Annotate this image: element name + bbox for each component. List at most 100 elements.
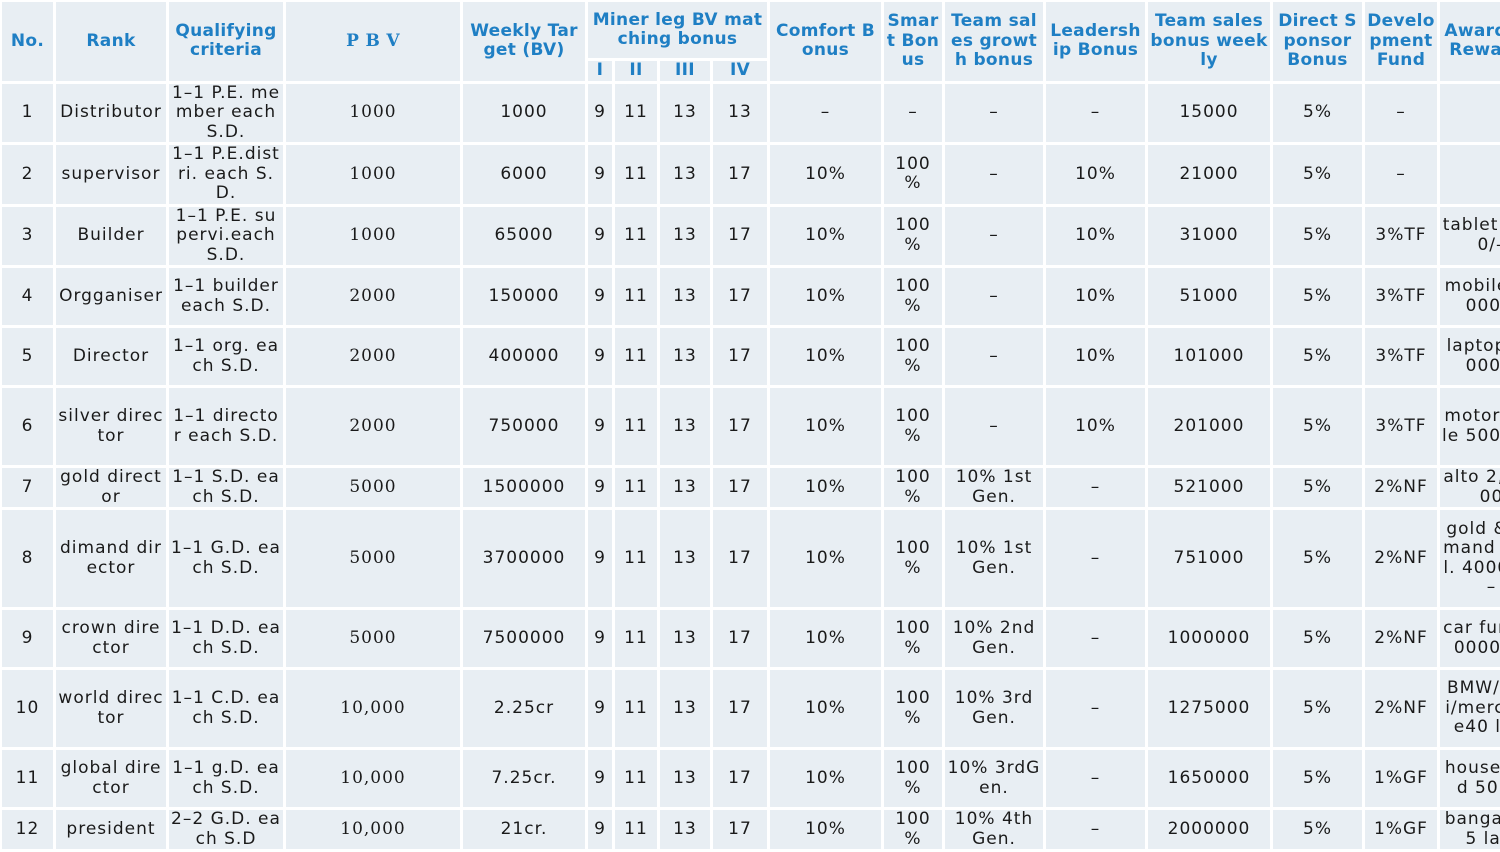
cell-no: 7 bbox=[2, 468, 53, 507]
cell-rank: Orgganiser bbox=[56, 268, 166, 325]
header-smart-bonus: Smart Bonus bbox=[884, 2, 942, 81]
cell-comfort: 10% bbox=[770, 328, 881, 385]
cell-pbv: 10,000 bbox=[286, 810, 460, 849]
header-qualifying-criteria: Qualifying criteria bbox=[169, 2, 283, 81]
cell-weekly-target: 150000 bbox=[463, 268, 585, 325]
cell-development-fund: 3%TF bbox=[1365, 206, 1437, 265]
header-comfort-bonus: Comfort Bonus bbox=[770, 2, 881, 81]
cell-weekly-target: 7500000 bbox=[463, 610, 585, 667]
table-row: 12 president 2–2 G.D. each S.D 10,000 21… bbox=[2, 810, 1500, 849]
cell-comfort: 10% bbox=[770, 388, 881, 465]
cell-leadership: – bbox=[1046, 610, 1145, 667]
cell-leg-ii: 11 bbox=[615, 510, 657, 607]
cell-leg-i: 9 bbox=[588, 145, 612, 204]
cell-weekly-target: 750000 bbox=[463, 388, 585, 465]
cell-award bbox=[1440, 83, 1500, 142]
table-row: 8 dimand director 1–1 G.D. each S.D. 500… bbox=[2, 510, 1500, 607]
cell-award: gold &diamand jwell. 400000/– bbox=[1440, 510, 1500, 607]
cell-leg-ii: 11 bbox=[615, 83, 657, 142]
cell-leg-i: 9 bbox=[588, 750, 612, 807]
cell-development-fund: 3%TF bbox=[1365, 268, 1437, 325]
cell-leg-iii: 13 bbox=[660, 810, 710, 849]
header-awards-rewards: Awards & Rewards bbox=[1440, 2, 1500, 81]
cell-leg-iv: 17 bbox=[713, 268, 767, 325]
cell-leg-iii: 13 bbox=[660, 328, 710, 385]
cell-weekly-target: 400000 bbox=[463, 328, 585, 385]
cell-development-fund: 2%NF bbox=[1365, 610, 1437, 667]
cell-leg-iii: 13 bbox=[660, 610, 710, 667]
cell-smart: 100 % bbox=[884, 510, 942, 607]
header-development-fund: Development Fund bbox=[1365, 2, 1437, 81]
cell-rank: supervisor bbox=[56, 145, 166, 204]
cell-direct-sponsor: 5% bbox=[1273, 83, 1362, 142]
cell-direct-sponsor: 5% bbox=[1273, 388, 1362, 465]
cell-comfort: – bbox=[770, 83, 881, 142]
cell-smart: 100 % bbox=[884, 610, 942, 667]
cell-rank: global director bbox=[56, 750, 166, 807]
cell-leadership: 10% bbox=[1046, 206, 1145, 265]
cell-direct-sponsor: 5% bbox=[1273, 750, 1362, 807]
cell-rank: dimand director bbox=[56, 510, 166, 607]
cell-pbv: 1000 bbox=[286, 206, 460, 265]
cell-leg-iv: 17 bbox=[713, 610, 767, 667]
cell-leg-ii: 11 bbox=[615, 610, 657, 667]
cell-leg-iii: 13 bbox=[660, 145, 710, 204]
table-row: 10 world director 1–1 C.D. each S.D. 10,… bbox=[2, 670, 1500, 747]
cell-leg-iv: 17 bbox=[713, 468, 767, 507]
header-leg-iii: III bbox=[660, 61, 710, 81]
cell-no: 11 bbox=[2, 750, 53, 807]
header-leg-i: I bbox=[588, 61, 612, 81]
cell-weekly-target: 3700000 bbox=[463, 510, 585, 607]
cell-qualifying: 1–1 director each S.D. bbox=[169, 388, 283, 465]
cell-comfort: 10% bbox=[770, 750, 881, 807]
cell-team-weekly: 1275000 bbox=[1148, 670, 1270, 747]
table-row: 6 silver director 1–1 director each S.D.… bbox=[2, 388, 1500, 465]
cell-no: 3 bbox=[2, 206, 53, 265]
cell-team-growth: 10% 2nd Gen. bbox=[945, 610, 1043, 667]
header-weekly-target: Weekly Target (BV) bbox=[463, 2, 585, 81]
cell-team-weekly: 751000 bbox=[1148, 510, 1270, 607]
cell-team-growth: 10% 3rd Gen. bbox=[945, 670, 1043, 747]
cell-development-fund: 1%GF bbox=[1365, 810, 1437, 849]
cell-pbv: 5000 bbox=[286, 510, 460, 607]
cell-pbv: 2000 bbox=[286, 388, 460, 465]
cell-rank: gold director bbox=[56, 468, 166, 507]
cell-qualifying: 1–1 org. each S.D. bbox=[169, 328, 283, 385]
header-team-sales-bonus-weekly: Team sales bonus weekly bbox=[1148, 2, 1270, 81]
cell-comfort: 10% bbox=[770, 468, 881, 507]
cell-weekly-target: 1000 bbox=[463, 83, 585, 142]
cell-direct-sponsor: 5% bbox=[1273, 206, 1362, 265]
cell-team-weekly: 51000 bbox=[1148, 268, 1270, 325]
cell-team-growth: – bbox=[945, 83, 1043, 142]
table-body: 1 Distributor 1–1 P.E. member each S.D. … bbox=[2, 83, 1500, 849]
cell-smart: – bbox=[884, 83, 942, 142]
cell-weekly-target: 65000 bbox=[463, 206, 585, 265]
cell-team-growth: 10% 3rdGen. bbox=[945, 750, 1043, 807]
table-row: 2 supervisor 1–1 P.E.distri. each S.D. 1… bbox=[2, 145, 1500, 204]
cell-team-weekly: 15000 bbox=[1148, 83, 1270, 142]
cell-pbv: 10,000 bbox=[286, 750, 460, 807]
cell-smart: 100 % bbox=[884, 206, 942, 265]
cell-leg-iv: 13 bbox=[713, 83, 767, 142]
cell-leg-i: 9 bbox=[588, 388, 612, 465]
header-rank: Rank bbox=[56, 2, 166, 81]
cell-rank: crown director bbox=[56, 610, 166, 667]
cell-qualifying: 1–1 builder each S.D. bbox=[169, 268, 283, 325]
cell-leadership: 10% bbox=[1046, 145, 1145, 204]
cell-leg-i: 9 bbox=[588, 670, 612, 747]
cell-leg-iv: 17 bbox=[713, 206, 767, 265]
header-leg-ii: II bbox=[615, 61, 657, 81]
cell-smart: 100 % bbox=[884, 268, 942, 325]
cell-leg-iii: 13 bbox=[660, 83, 710, 142]
cell-team-weekly: 201000 bbox=[1148, 388, 1270, 465]
cell-leg-i: 9 bbox=[588, 268, 612, 325]
cell-leadership: – bbox=[1046, 510, 1145, 607]
cell-leg-iv: 17 bbox=[713, 670, 767, 747]
cell-leg-iii: 13 bbox=[660, 510, 710, 607]
cell-leg-i: 9 bbox=[588, 468, 612, 507]
cell-direct-sponsor: 5% bbox=[1273, 268, 1362, 325]
cell-rank: Director bbox=[56, 328, 166, 385]
cell-team-weekly: 1650000 bbox=[1148, 750, 1270, 807]
header-team-sales-growth-bonus: Team sales growth bonus bbox=[945, 2, 1043, 81]
cell-team-growth: 10% 1st Gen. bbox=[945, 510, 1043, 607]
